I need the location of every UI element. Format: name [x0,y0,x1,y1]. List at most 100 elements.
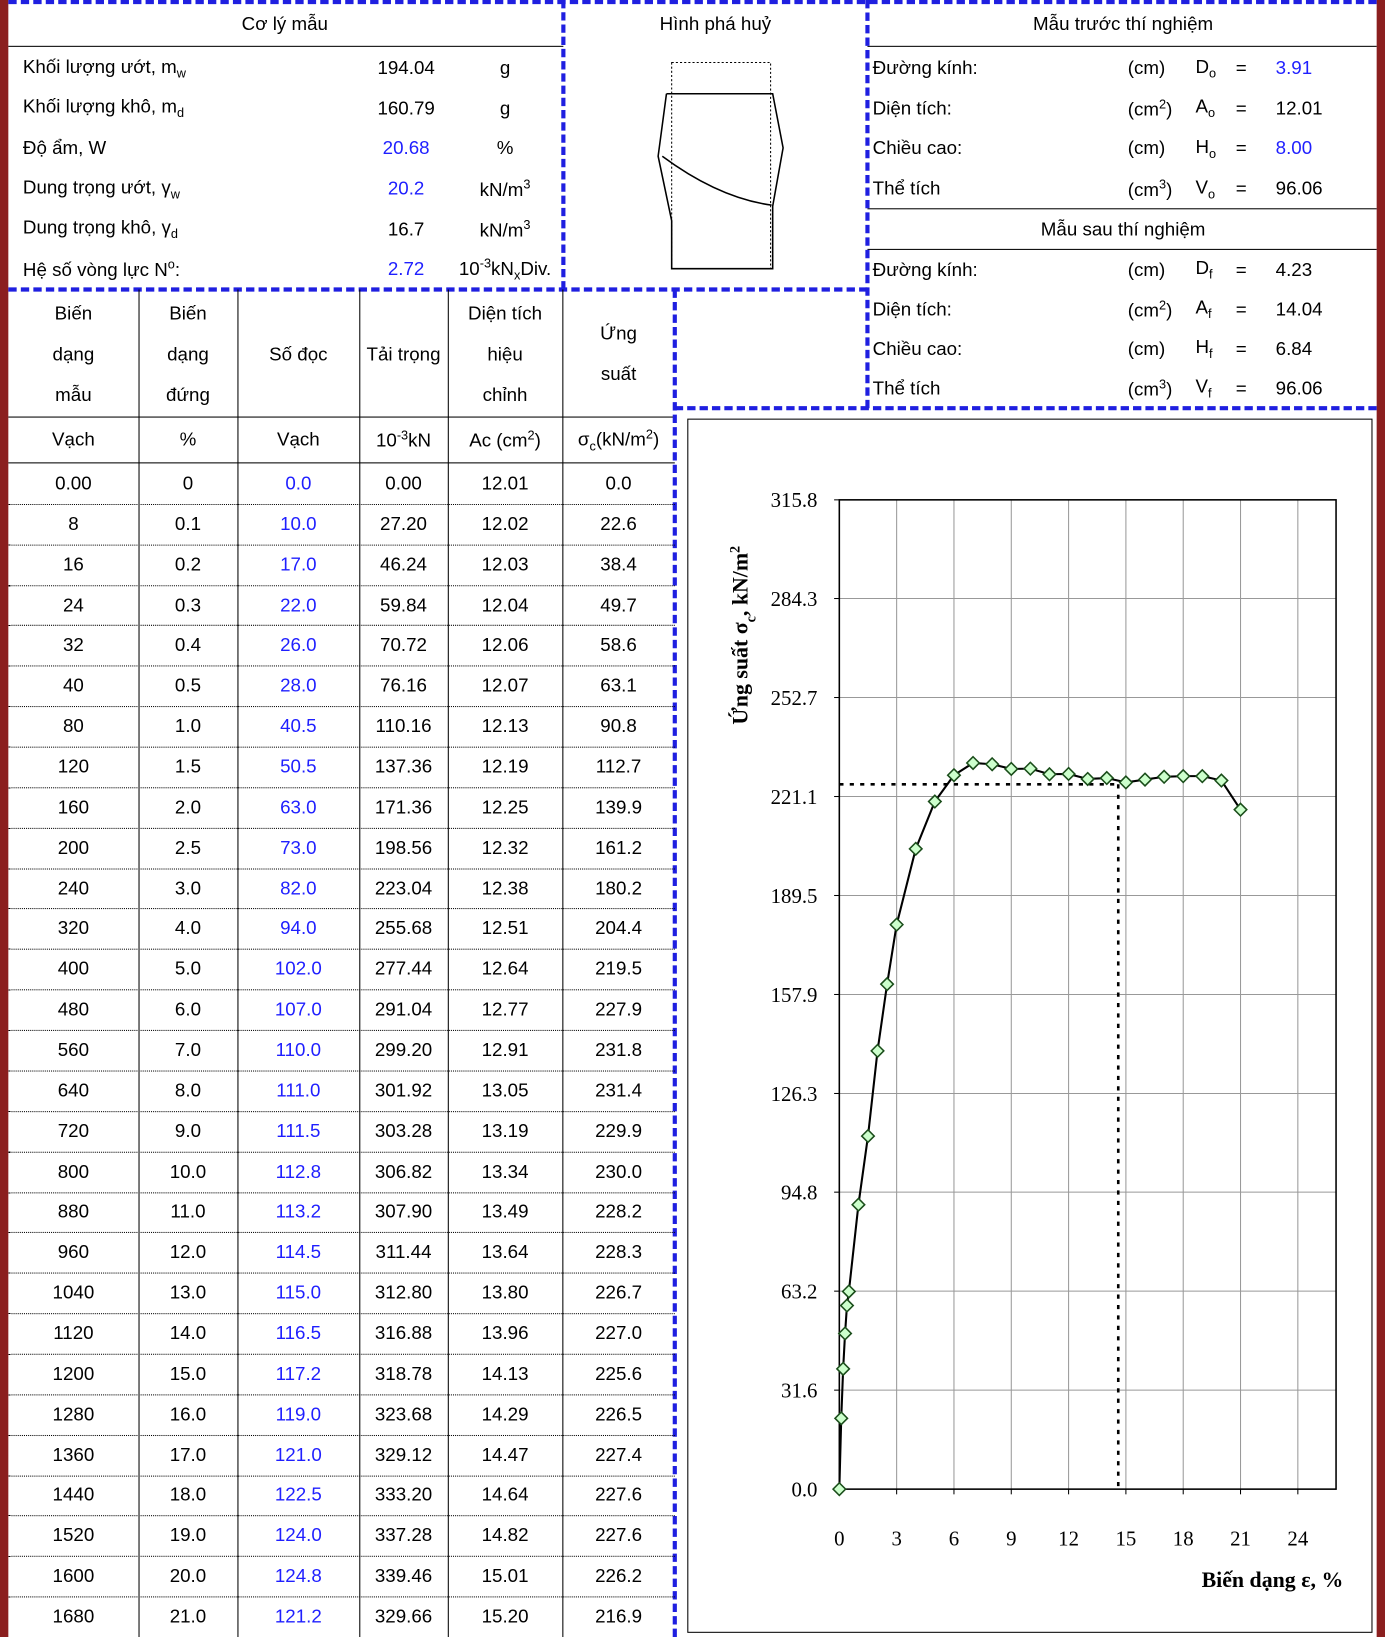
table-value-cell: 110.0 [237,1030,359,1070]
table-value: 400 [57,958,90,980]
table-value-cell: 0.5 [138,666,237,706]
spec-eq-cell: = [1229,289,1254,329]
table-value-cell: 13.34 [448,1151,563,1191]
table-value: 63.1 [600,675,637,696]
table-value: 316.88 [374,1322,433,1344]
table-value: 277.44 [374,958,433,980]
table-value-cell: 5.0 [138,949,237,989]
table-value: 113.2 [275,1201,322,1222]
table-value-cell: 12.06 [448,625,563,665]
spec-symbol-cell: Ao [1195,88,1237,128]
column-header-line: dạng [167,343,209,364]
table-value: 12.25 [481,796,529,818]
text-run: ) [1166,179,1173,200]
table-column-line [447,289,449,1637]
table-value: 59.84 [380,594,427,615]
text-run: 2 [728,546,744,553]
table-value-cell: 1520 [8,1516,138,1556]
row-separator [8,584,675,586]
table-value-cell: 2.5 [138,828,237,868]
data-point [1080,771,1096,787]
table-value: 38.4 [600,553,637,575]
text-run: c [744,616,760,622]
spec-symbol-cell: Do [1195,48,1237,88]
spec-label: Đường kính: [872,258,978,280]
table-value: 22.0 [280,594,317,615]
table-value-cell: 1120 [8,1313,138,1353]
column-header-line: suất [600,363,637,385]
spec-label: Thể tích [872,178,941,199]
spec-value: 6.84 [1275,337,1313,359]
y-tick-label: 189.5 [771,884,818,908]
table-value: 111.5 [276,1120,321,1142]
table-value: 333.20 [374,1484,433,1506]
table-value-cell: 70.72 [359,625,448,665]
table-value: 255.68 [374,917,433,939]
table-value: 121.0 [274,1443,322,1465]
data-point [833,1410,849,1426]
table-value-cell: 226.7 [562,1273,674,1313]
row-separator [8,503,675,505]
table-value: 227.6 [595,1524,643,1546]
spec-eq: = [1235,57,1247,78]
text-run: o [1207,106,1216,121]
column-unit: Vạch [52,429,95,450]
table-value: 329.66 [374,1605,433,1627]
table-value: 124.0 [274,1524,322,1546]
row-separator [8,908,675,910]
table-value: 14.64 [481,1484,529,1506]
table-value: 231.8 [595,1039,643,1061]
table-value: 226.5 [595,1403,643,1425]
spec-label: Chiều cao: [872,337,963,359]
table-value: 12.06 [481,634,529,656]
x-tick-label: 24 [1287,1526,1308,1550]
column-header-line: Số đọc [269,343,328,364]
table-value: 114.5 [275,1241,322,1263]
text-run: (cm [1127,98,1160,120]
text-run: H [1195,336,1210,358]
table-value: 480 [57,998,90,1020]
spec-symbol: Df [1195,257,1212,282]
row-separator [8,827,675,829]
table-value: 1600 [52,1565,95,1587]
table-value: 26.0 [280,634,317,656]
text-run: H [1195,136,1210,158]
table-value-cell: 22.0 [237,585,359,625]
table-value: 13.96 [481,1322,529,1344]
prop-label: Dung trọng ướt, γw [23,177,180,202]
table-value-cell: 226.5 [562,1394,674,1434]
table-value-cell: 12.32 [448,828,563,868]
table-value-cell: 16.0 [138,1394,237,1434]
table-value: 120 [57,755,90,777]
table-value-cell: 139.9 [562,787,674,827]
column-header-line: Diện tích [468,302,543,324]
text-run: -3 [396,427,409,443]
prop-unit-cell: kN/m3 [450,209,560,249]
table-value: 17.0 [169,1443,207,1465]
text-run: , kN/m [729,553,753,616]
row-separator [8,1272,675,1274]
spec-symbol: Vo [1195,177,1215,202]
text-run: kN/m [479,219,524,241]
row-separator [8,1232,675,1234]
table-value: 12.32 [481,836,529,858]
prop-unit: % [496,137,514,159]
prop-value: 2.72 [387,258,425,280]
top-dash [8,0,1377,5]
text-run: Khối lượng ướt, m [22,55,177,77]
table-value: 12.07 [481,675,529,696]
table-value-cell: 0.1 [138,504,237,544]
text-run: D [1195,257,1210,279]
row-separator [8,1434,675,1436]
table-value: 2.0 [174,796,201,818]
table-value: 337.28 [374,1524,433,1546]
section-dash [865,0,870,409]
header-line [867,208,1377,210]
text-run: ) [652,428,660,450]
text-run: f [1207,306,1212,322]
table-value: 49.7 [600,594,637,615]
text-run: ) [1166,299,1173,321]
table-value-cell: 15.20 [448,1597,563,1637]
row-separator [8,868,675,870]
table-value-cell: 22.6 [562,504,674,544]
